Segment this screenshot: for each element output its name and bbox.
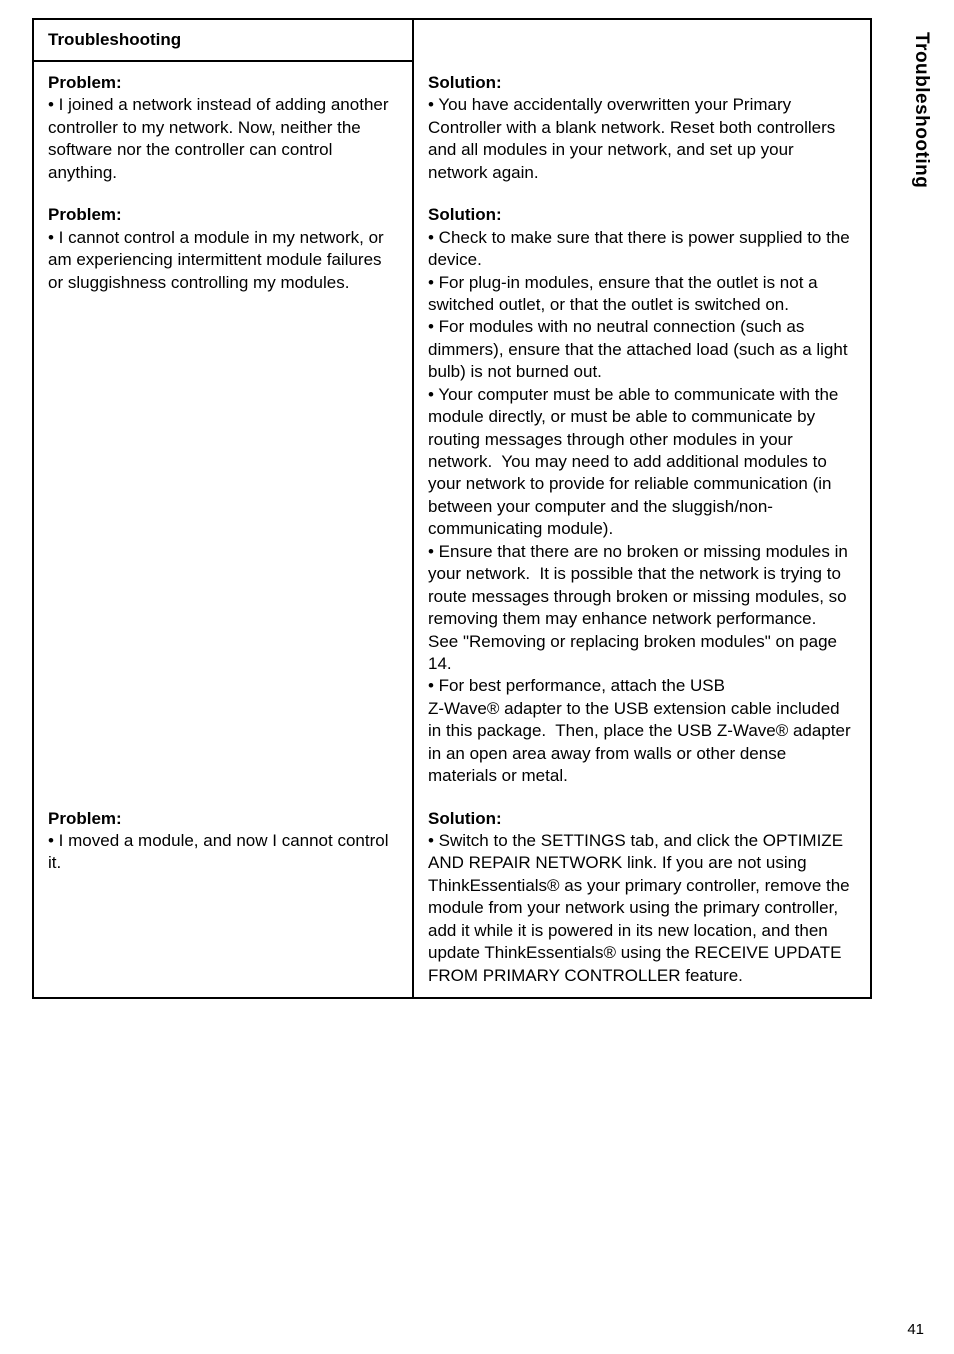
solution-cell: Solution: • Check to make sure that ther… — [414, 194, 870, 797]
problem-cell: Problem: • I moved a module, and now I c… — [34, 798, 414, 998]
solution-heading: Solution: — [428, 809, 502, 828]
page-number: 41 — [907, 1321, 924, 1338]
problem-cell: Problem: • I cannot control a module in … — [34, 194, 414, 797]
problem-heading: Problem: — [48, 205, 122, 224]
troubleshooting-row: Problem: • I joined a network instead of… — [34, 62, 870, 194]
solution-cell: Solution: • You have accidentally overwr… — [414, 62, 870, 194]
problem-heading: Problem: — [48, 73, 122, 92]
body-rows: Problem: • I joined a network instead of… — [34, 62, 870, 997]
header-cell-title: Troubleshooting — [34, 20, 414, 62]
solution-cell: Solution: • Switch to the SETTINGS tab, … — [414, 798, 870, 998]
troubleshooting-row: Problem: • I cannot control a module in … — [34, 194, 870, 797]
solution-text: • Check to make sure that there is power… — [428, 228, 855, 786]
solution-heading: Solution: — [428, 73, 502, 92]
solution-text: • You have accidentally overwritten your… — [428, 95, 835, 181]
problem-heading: Problem: — [48, 809, 122, 828]
problem-text: • I cannot control a module in my networ… — [48, 228, 384, 292]
solution-text: • Switch to the SETTINGS tab, and click … — [428, 831, 850, 985]
solution-heading: Solution: — [428, 205, 502, 224]
problem-text: • I joined a network instead of adding a… — [48, 95, 389, 181]
content-frame: Troubleshooting Problem: • I joined a ne… — [32, 18, 872, 999]
side-tab-label: Troubleshooting — [910, 32, 932, 188]
header-row: Troubleshooting — [34, 20, 870, 62]
troubleshooting-row: Problem: • I moved a module, and now I c… — [34, 798, 870, 998]
header-spacer — [414, 20, 870, 62]
problem-cell: Problem: • I joined a network instead of… — [34, 62, 414, 194]
problem-text: • I moved a module, and now I cannot con… — [48, 831, 388, 872]
